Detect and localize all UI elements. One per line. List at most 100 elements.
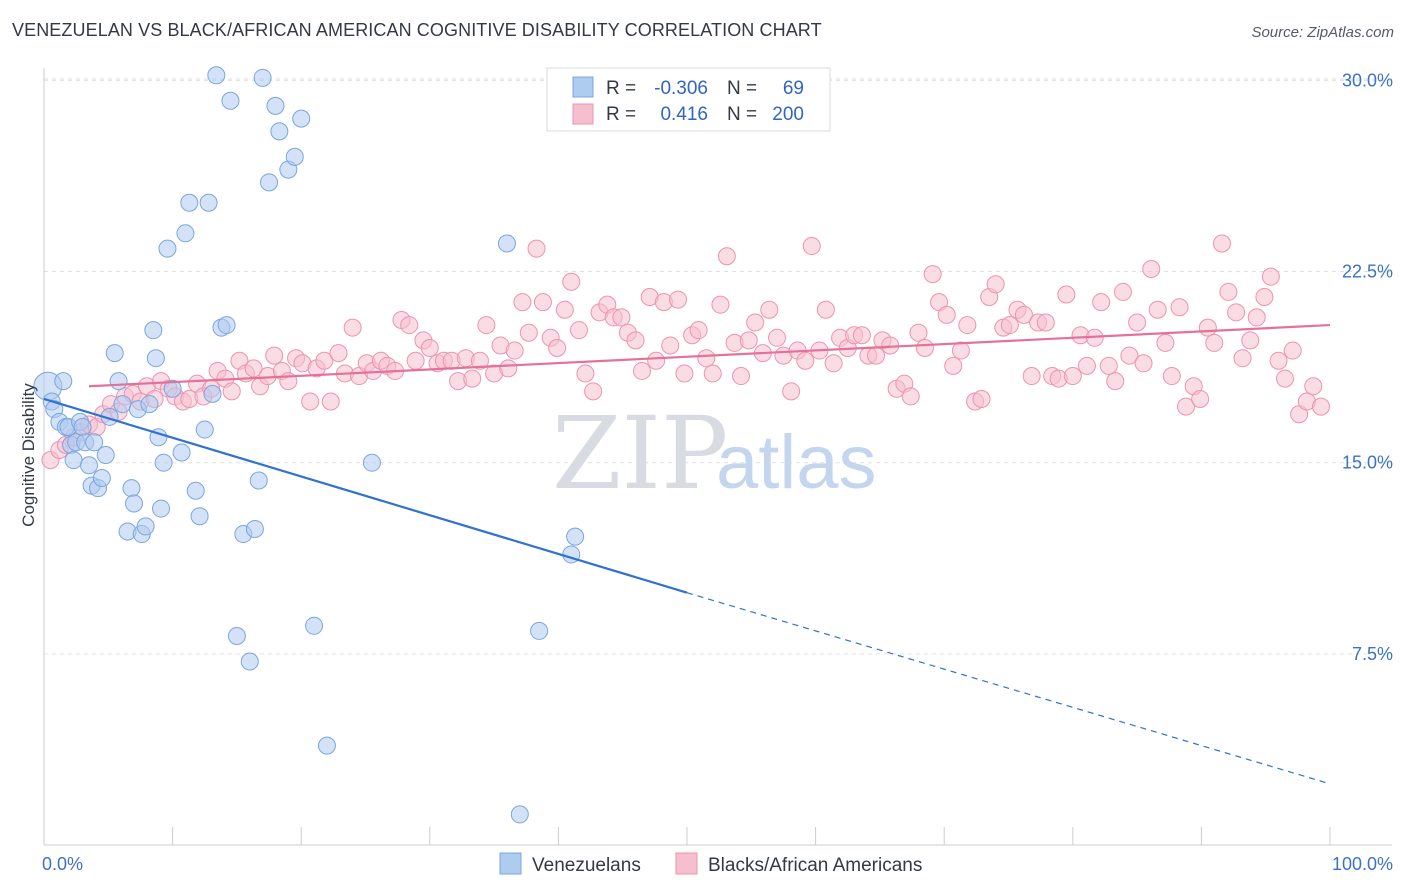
trend-venezuelans-extension	[686, 592, 1331, 785]
trend-lines	[43, 323, 1331, 785]
point-blacks	[937, 305, 956, 324]
point-blacks	[951, 341, 970, 360]
point-blacks	[867, 346, 886, 365]
point-blacks	[1233, 349, 1252, 368]
point-venezuelans	[285, 147, 304, 166]
point-venezuelans	[172, 443, 191, 462]
bottom-legend-blacks: Blacks/African Americans	[708, 855, 922, 876]
point-blacks	[548, 339, 567, 358]
point-venezuelans	[140, 395, 159, 414]
point-venezuelans	[154, 453, 173, 472]
point-blacks	[1036, 313, 1055, 332]
point-blacks	[1092, 293, 1111, 312]
point-venezuelans	[136, 517, 155, 536]
point-blacks	[782, 382, 801, 401]
point-blacks	[612, 308, 631, 327]
point-blacks	[901, 387, 920, 406]
point-venezuelans	[227, 627, 246, 646]
point-venezuelans	[125, 494, 144, 513]
point-blacks	[697, 349, 716, 368]
legend-n-value-2: 200	[772, 104, 804, 125]
point-blacks	[265, 346, 284, 365]
bottom-legend-swatch-venezuelans	[499, 852, 522, 875]
point-venezuelans	[203, 384, 222, 403]
point-blacks	[301, 392, 320, 411]
point-blacks	[675, 364, 694, 383]
point-blacks	[768, 328, 787, 347]
point-blacks	[717, 247, 736, 266]
point-blacks	[944, 356, 963, 375]
point-blacks	[555, 300, 574, 319]
point-blacks	[1022, 367, 1041, 386]
point-blacks	[519, 323, 538, 342]
point-venezuelans	[80, 456, 99, 475]
point-blacks	[1269, 351, 1288, 370]
point-blacks	[711, 295, 730, 314]
point-venezuelans	[266, 96, 285, 115]
point-blacks	[343, 318, 362, 337]
point-venezuelans	[510, 805, 529, 824]
point-venezuelans	[362, 453, 381, 472]
point-blacks	[668, 290, 687, 309]
point-venezuelans	[152, 499, 171, 518]
y-tick-label: 15.0%	[1342, 453, 1393, 473]
point-blacks	[824, 354, 843, 373]
point-blacks	[796, 351, 815, 370]
point-blacks	[222, 382, 241, 401]
point-venezuelans	[186, 481, 205, 500]
point-blacks	[406, 351, 425, 370]
point-blacks	[958, 316, 977, 335]
point-blacks	[1176, 397, 1195, 416]
point-blacks	[760, 300, 779, 319]
point-venezuelans	[253, 68, 272, 87]
trend-blacks	[88, 323, 1331, 388]
source-label: Source: ZipAtlas.com	[1251, 24, 1394, 41]
watermark-atlas: atlas	[716, 420, 877, 505]
legend-n-value-1: 69	[783, 78, 804, 99]
point-blacks	[1063, 367, 1082, 386]
point-venezuelans	[73, 418, 92, 437]
point-venezuelans	[96, 446, 115, 465]
x-tick-label-end: 100.0%	[1332, 854, 1393, 874]
point-blacks	[1128, 313, 1147, 332]
point-venezuelans	[260, 173, 279, 192]
point-venezuelans	[305, 616, 324, 635]
point-blacks	[1014, 305, 1033, 324]
point-venezuelans	[497, 234, 516, 253]
point-blacks	[647, 351, 666, 370]
point-venezuelans	[270, 122, 289, 141]
point-venezuelans	[217, 316, 236, 335]
point-venezuelans	[64, 451, 83, 470]
point-blacks	[527, 239, 546, 258]
point-blacks	[1227, 303, 1246, 322]
point-blacks	[703, 364, 722, 383]
chart-title: VENEZUELAN VS BLACK/AFRICAN AMERICAN COG…	[12, 20, 822, 40]
point-blacks	[463, 369, 482, 388]
point-blacks	[1198, 318, 1217, 337]
point-venezuelans	[317, 736, 336, 755]
point-venezuelans	[144, 321, 163, 340]
point-blacks	[909, 323, 928, 342]
y-axis-title: Cognitive Disability	[19, 383, 38, 527]
legend-n-label-2: N =	[727, 104, 757, 125]
point-blacks	[513, 293, 532, 312]
bottom-legend-swatch-blacks	[675, 852, 698, 875]
legend-r-label-1: R =	[606, 78, 636, 99]
point-venezuelans	[199, 193, 218, 212]
point-blacks	[505, 341, 524, 360]
legend-r-value-2: 0.416	[660, 104, 708, 125]
point-blacks	[1106, 372, 1125, 391]
point-blacks	[1170, 298, 1189, 317]
point-blacks	[244, 359, 263, 378]
legend-r-value-1: -0.306	[654, 78, 708, 99]
point-blacks	[1212, 234, 1231, 253]
point-blacks	[1219, 282, 1238, 301]
point-blacks	[632, 361, 651, 380]
point-venezuelans	[249, 471, 268, 490]
point-blacks	[1255, 288, 1274, 307]
point-blacks	[923, 265, 942, 284]
point-blacks	[1247, 308, 1266, 327]
point-venezuelans	[163, 379, 182, 398]
point-venezuelans	[207, 66, 226, 85]
point-blacks	[1304, 377, 1323, 396]
